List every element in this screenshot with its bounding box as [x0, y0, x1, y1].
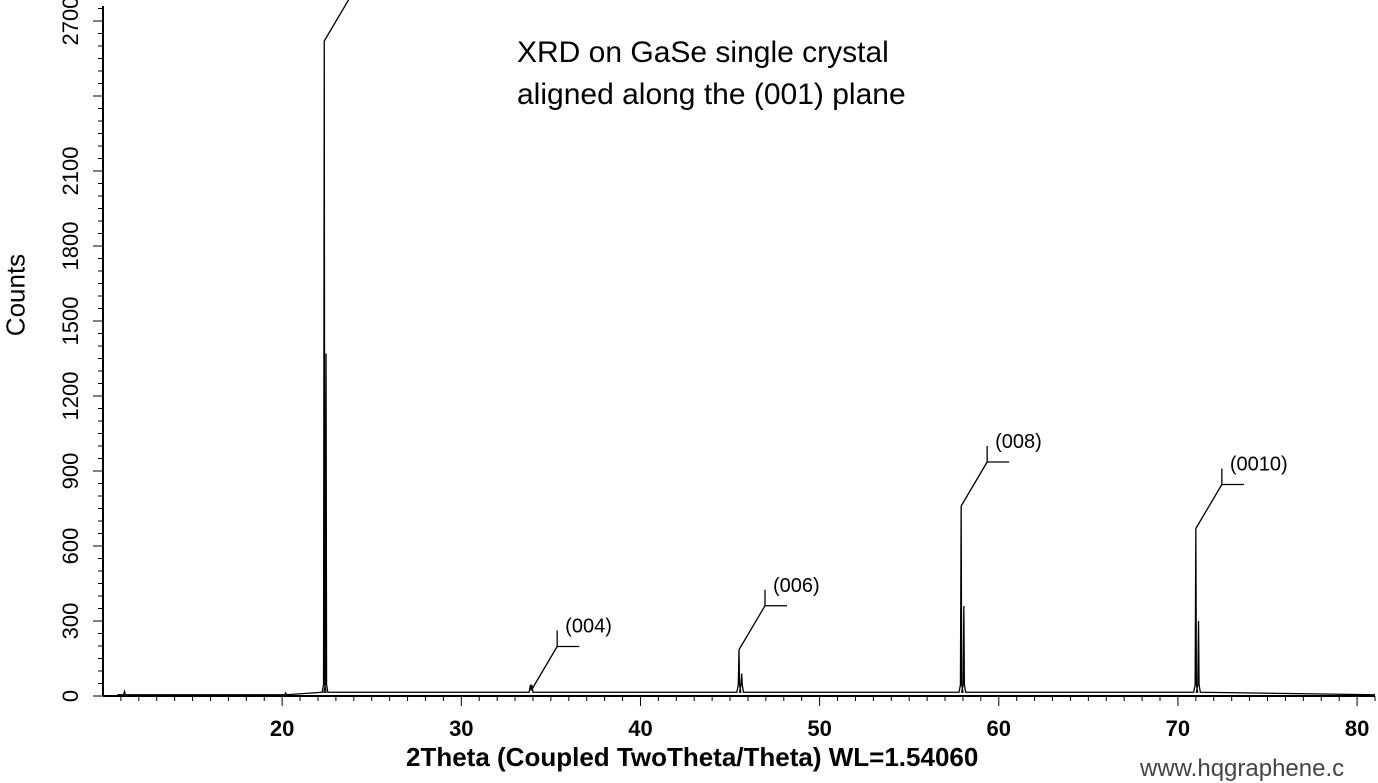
y-tick-label: 2700 [58, 0, 83, 45]
y-tick-label: 1500 [58, 297, 83, 346]
series-line [117, 40, 1376, 696]
x-tick-label: 30 [449, 716, 473, 741]
x-tick-label: 40 [628, 716, 652, 741]
y-tick-label: 600 [58, 528, 83, 565]
y-tick-label: 900 [58, 453, 83, 490]
y-axis-label: Counts [0, 253, 31, 337]
y-tick-label: 0 [58, 690, 83, 702]
annotation-leader [738, 605, 766, 651]
peak-annotations: (002)(004)(006)(008)(0010) [323, 0, 1288, 691]
watermark-text: www.hqgraphene.c [1140, 755, 1345, 782]
chart-title-line-1: XRD on GaSe single crystal [517, 36, 889, 69]
y-tick-label: 300 [58, 603, 83, 640]
y-tick-label: 1200 [58, 372, 83, 421]
peak-label: (004) [565, 616, 612, 638]
x-tick-label: 60 [987, 716, 1011, 741]
annotation-leader [323, 0, 350, 42]
x-tick-label: 20 [270, 716, 294, 741]
annotation-leader [1195, 484, 1223, 529]
peak-label: (008) [995, 431, 1042, 453]
tick-marks [93, 8, 1376, 706]
annotation-leader [960, 461, 988, 507]
y-tick-label: 1800 [58, 222, 83, 271]
x-tick-label: 50 [807, 716, 831, 741]
x-tick-label: 70 [1166, 716, 1190, 741]
peak-label: (0010) [1230, 454, 1288, 476]
annotation-leader [530, 646, 558, 691]
x-axis-label: 2Theta (Coupled TwoTheta/Theta) WL=1.540… [406, 742, 979, 772]
tick-labels: 0 300 600 900 1200 1500 1800 2100 2700 20 30 40 50 60… [58, 0, 1370, 741]
x-tick-label: 80 [1345, 716, 1369, 741]
chart-title-line-2: aligned along the (001) plane [517, 78, 906, 111]
y-tick-label: 2100 [58, 147, 83, 196]
peak-label: (006) [773, 575, 820, 597]
